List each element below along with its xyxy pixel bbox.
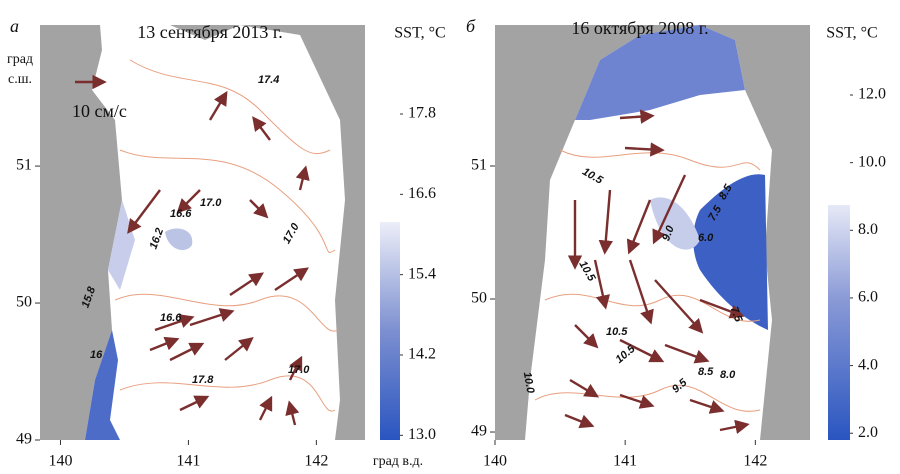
contour-label: 16.6 <box>160 312 182 324</box>
x-tick-label: 142 <box>743 453 767 470</box>
figure: а 13 сентября 2013 г. SST, °C град с.ш. … <box>0 0 900 474</box>
colorbar-tick-label: 13.0 <box>408 426 436 443</box>
unit: SST, °C <box>394 25 445 42</box>
contour-label: 8.5 <box>698 366 714 378</box>
colorbar <box>828 205 850 440</box>
panel-a: а 13 сентября 2013 г. SST, °C град с.ш. … <box>7 16 446 470</box>
y-tick-label: 49 <box>471 423 487 440</box>
colorbar-tick-label: 14.2 <box>408 346 436 363</box>
unit: SST, °C <box>826 25 877 42</box>
x-tick-label: 141 <box>176 453 200 470</box>
y-tick-label: 50 <box>16 294 32 311</box>
x-tick-label: 140 <box>483 453 507 470</box>
panel-letter: б <box>466 16 476 36</box>
colorbar-tick-label: 12.0 <box>858 86 886 103</box>
contour-label: 16.6 <box>170 208 192 220</box>
contour-label: 17.0 <box>200 197 222 209</box>
lat-label: с.ш. <box>8 72 32 87</box>
y-tick-label: 51 <box>471 157 487 174</box>
y-tick-label: 49 <box>16 431 32 448</box>
colorbar-tick-label: 10.0 <box>858 153 886 170</box>
x-tick-label: 142 <box>304 453 328 470</box>
lon-label: град в.д. <box>373 454 423 469</box>
contour-label: 17.0 <box>288 364 310 376</box>
colorbar-tick-label: 4.0 <box>858 356 878 373</box>
x-tick-label: 140 <box>48 453 72 470</box>
x-tick-label: 141 <box>613 453 637 470</box>
colorbar <box>380 222 400 440</box>
lat-label: град <box>7 52 33 67</box>
contour-label: 6.0 <box>698 232 714 244</box>
colorbar-tick-label: 8.0 <box>858 221 878 238</box>
contour-label: 17.4 <box>258 74 279 86</box>
contour-label: 10.5 <box>606 326 628 338</box>
contour-label: 17.8 <box>192 374 214 386</box>
colorbar-tick-label: 6.0 <box>858 289 878 306</box>
scale-label: 10 см/с <box>72 101 127 121</box>
panel-b: б 16 октября 2008 г. SST, °C 10.5 10.5 1… <box>466 16 886 470</box>
contour-label: 8.0 <box>720 369 736 381</box>
contour-label: 16 <box>90 349 103 361</box>
colorbar-tick-label: 15.4 <box>408 265 436 282</box>
colorbar-tick-label: 16.6 <box>408 185 436 202</box>
y-tick-label: 51 <box>16 157 32 174</box>
panel-title: 16 октября 2008 г. <box>571 18 708 38</box>
colorbar-tick-label: 17.8 <box>408 105 436 122</box>
panel-letter: а <box>10 16 19 36</box>
y-tick-label: 50 <box>471 290 487 307</box>
panel-title: 13 сентября 2013 г. <box>137 22 283 42</box>
colorbar-tick-label: 2.0 <box>858 424 878 441</box>
